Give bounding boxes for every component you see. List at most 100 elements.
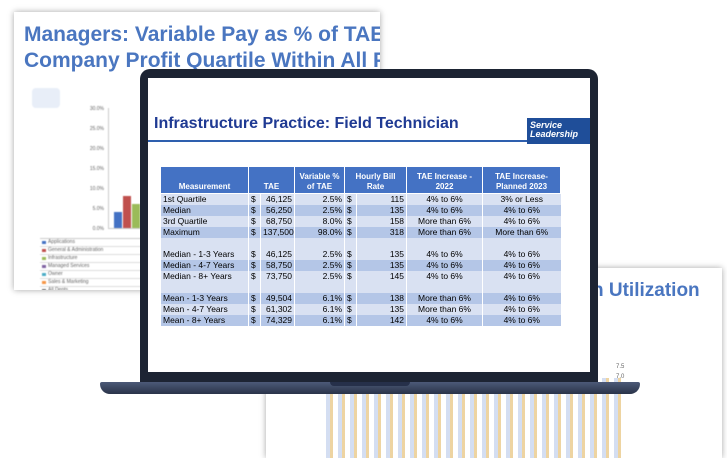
legend-swatch <box>42 273 46 276</box>
table-cell: 61,302 <box>260 304 295 315</box>
table-body: 1st Quartile $46,125 2.5% $115 4% to 6% 3% or… <box>160 193 561 326</box>
table-cell: More than 6% <box>406 216 483 227</box>
table-cell: 142 <box>355 315 407 326</box>
table-cell: Median <box>160 205 249 216</box>
table-cell: 2.5% <box>294 193 345 205</box>
table-cell: Mean - 1-3 Years <box>160 293 249 304</box>
table-cell: More than 6% <box>406 227 483 238</box>
table-cell: Median - 4-7 Years <box>160 260 249 271</box>
table-row: Median $56,250 2.5% $135 4% to 6% 4% to 6% <box>160 205 561 216</box>
table-cell: 137,500 <box>260 227 295 238</box>
bar <box>123 196 131 228</box>
table-cell: $ <box>248 304 261 315</box>
table-cell: 2.5% <box>294 271 345 282</box>
y-tick-label: 15.0% <box>89 166 104 172</box>
spacer-cell <box>260 238 295 249</box>
table-cell: More than 6% <box>406 293 483 304</box>
spacer-cell <box>294 238 345 249</box>
spacer-cell <box>344 282 357 293</box>
spacer-cell <box>355 238 407 249</box>
y-tick-label: 5.0% <box>92 206 104 212</box>
header-cell: TAE Increase- Planned 2023 <box>482 166 562 194</box>
table-cell: $ <box>344 271 357 282</box>
title-line: Company Profit Quartile Within All PBMs <box>24 49 380 72</box>
spacer-cell <box>260 282 295 293</box>
header-row: Measurement TAE Variable % of TAE Hourly Bi… <box>160 166 562 194</box>
spacer-row <box>160 238 561 249</box>
legend-entry: Sales & Marketing <box>40 279 160 287</box>
table-cell: $ <box>344 205 357 216</box>
header-cell: Hourly Bill Rate <box>343 166 408 194</box>
table-cell: 98.0% <box>294 227 345 238</box>
table-cell: 135 <box>355 249 407 260</box>
table-cell: $ <box>344 260 357 271</box>
header-cell: TAE <box>248 166 295 194</box>
spacer-cell <box>406 238 483 249</box>
table-cell: More than 6% <box>406 304 483 315</box>
bar <box>114 212 122 228</box>
screen: Infrastructure Practice: Field Technicia… <box>148 78 590 372</box>
y-tick-label: 0.0% <box>92 226 104 232</box>
table-cell: $ <box>248 193 261 205</box>
slide-title: Managers: Variable Pay as % of TAE by Co… <box>24 22 380 74</box>
table-cell: $ <box>248 205 261 216</box>
table-cell: $ <box>248 227 261 238</box>
table-cell: 138 <box>355 293 407 304</box>
table-cell: 135 <box>355 304 407 315</box>
logo: Service Leadership <box>527 118 590 144</box>
table-cell: 2.5% <box>294 249 345 260</box>
table-row: Maximum $137,500 98.0% $318 More than 6% More… <box>160 227 561 238</box>
table-cell: $ <box>248 271 261 282</box>
table-cell: Maximum <box>160 227 249 238</box>
table-cell: 1st Quartile <box>160 193 249 205</box>
table-cell: $ <box>344 315 357 326</box>
table-cell: 4% to 6% <box>482 249 561 260</box>
y-tick-label: 20.0% <box>89 146 104 152</box>
spacer-cell <box>355 282 407 293</box>
legend-swatch <box>42 249 46 252</box>
legend-swatch <box>42 281 46 284</box>
y-ticks: 30.0% 25.0% 20.0% 15.0% 10.0% 5.0% 0.0% <box>74 106 104 246</box>
legend-entry: Owner <box>40 271 160 279</box>
table-cell: 4% to 6% <box>482 293 561 304</box>
table-cell: 4% to 6% <box>406 205 483 216</box>
screen-title: Infrastructure Practice: Field Technicia… <box>154 115 459 132</box>
header-cell: TAE Increase - 2022 <box>406 166 484 194</box>
table-cell: Median - 8+ Years <box>160 271 249 282</box>
table-cell: 8.0% <box>294 216 345 227</box>
table-cell: 3rd Quartile <box>160 216 249 227</box>
table-cell: 49,504 <box>260 293 295 304</box>
bar <box>132 204 140 228</box>
table-cell: $ <box>344 216 357 227</box>
legend-swatch <box>42 289 46 290</box>
header-cell: Measurement <box>160 166 249 194</box>
table-cell: 135 <box>355 260 407 271</box>
table-cell: 73,750 <box>260 271 295 282</box>
table-cell: 6.1% <box>294 293 345 304</box>
spacer-cell <box>482 282 561 293</box>
title-line: Managers: Variable Pay as % of TAE by <box>24 23 380 46</box>
table-row: Median - 4-7 Years $58,750 2.5% $135 4% to 6… <box>160 260 561 271</box>
table-cell: 3% or Less <box>482 193 561 205</box>
spacer-cell <box>160 238 249 249</box>
legend-entry: General & Administration <box>40 247 160 255</box>
spacer-cell <box>160 282 249 293</box>
logo <box>32 88 60 108</box>
table-cell: 115 <box>355 193 407 205</box>
table-cell: 318 <box>355 227 407 238</box>
table-cell: 46,125 <box>260 249 295 260</box>
spacer-cell <box>248 238 261 249</box>
y-tick-label: 7.0 <box>616 374 625 380</box>
table-cell: 4% to 6% <box>482 216 561 227</box>
table-cell: 4% to 6% <box>482 205 561 216</box>
table-cell: 4% to 6% <box>406 260 483 271</box>
data-table: Measurement TAE Variable % of TAE Hourly Bi… <box>160 166 562 326</box>
table-cell: 68,750 <box>260 216 295 227</box>
table-cell: $ <box>248 315 261 326</box>
laptop-notch <box>330 382 410 386</box>
legend-entry: Managed Services <box>40 263 160 271</box>
table-cell: 58,750 <box>260 260 295 271</box>
laptop-base <box>100 382 640 394</box>
table-cell: 4% to 6% <box>406 271 483 282</box>
